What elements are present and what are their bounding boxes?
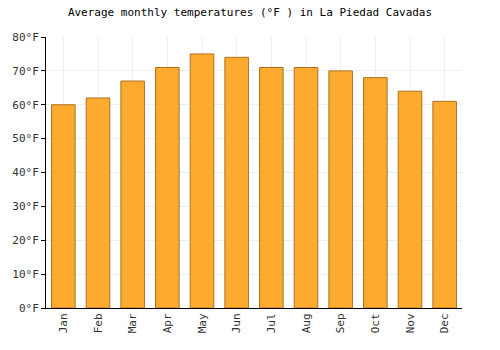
svg-text:Jul: Jul [265,313,278,333]
svg-text:40°F: 40°F [12,166,39,179]
svg-text:Nov: Nov [404,313,417,333]
svg-text:Mar: Mar [126,313,139,333]
svg-text:Dec: Dec [438,313,451,333]
svg-text:10°F: 10°F [12,268,39,281]
svg-text:60°F: 60°F [12,99,39,112]
svg-text:Jan: Jan [57,313,70,333]
svg-text:Average monthly temperatures (: Average monthly temperatures (°F ) in La… [68,6,432,19]
svg-text:Oct: Oct [369,313,382,333]
svg-text:70°F: 70°F [12,65,39,78]
svg-text:50°F: 50°F [12,132,39,145]
svg-text:30°F: 30°F [12,200,39,213]
svg-text:Jun: Jun [230,313,243,333]
svg-text:0°F: 0°F [19,302,39,315]
svg-text:Feb: Feb [92,313,105,333]
svg-text:Sep: Sep [334,313,347,333]
svg-text:20°F: 20°F [12,234,39,247]
svg-text:May: May [196,313,209,333]
svg-text:Aug: Aug [300,313,313,333]
svg-text:80°F: 80°F [12,31,39,44]
svg-text:Apr: Apr [161,313,174,333]
